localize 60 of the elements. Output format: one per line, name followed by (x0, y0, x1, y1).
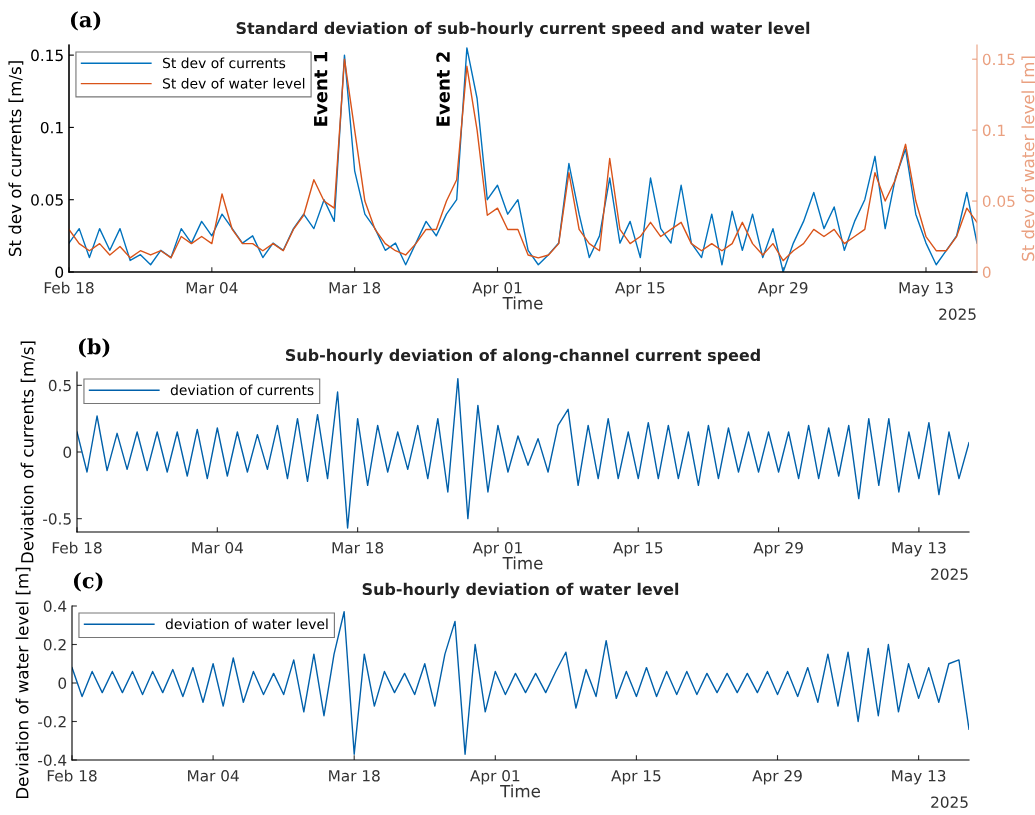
chart-title: Sub-hourly deviation of water level (362, 582, 679, 599)
x-tick-label: Apr 01 (472, 541, 522, 557)
x-tick-label: May 13 (899, 281, 953, 297)
y-axis-title: Deviation of water level [m] (15, 567, 31, 799)
y-tick-label: 0 (58, 677, 67, 690)
x-tick-label: Apr 29 (757, 281, 808, 297)
x-tick-label: Mar 18 (329, 281, 381, 294)
text: 2025 (939, 308, 976, 320)
x-tick-label: May 13 (892, 769, 946, 785)
x-tick-label: Feb 18 (52, 541, 102, 554)
y2-tick-label: 0 (982, 266, 991, 279)
y-tick-label: 0.05 (31, 194, 63, 206)
x-tick-label: Feb 18 (47, 769, 97, 782)
y-tick-label: 0.1 (40, 121, 63, 134)
legend-label: St dev of currents (162, 57, 286, 69)
y2-tick-label: 0.1 (982, 124, 1005, 137)
x-tick-label: Mar 04 (186, 281, 238, 294)
chart-title: Standard deviation of sub-hourly current speed and water level (236, 21, 810, 38)
y-tick-label: 0.4 (43, 600, 67, 613)
y-tick-label: -0.2 (38, 715, 66, 728)
annotation: Event 2 (436, 52, 450, 126)
x-tick-label: Mar 04 (188, 769, 239, 782)
text: (a) (70, 11, 101, 31)
x-axis-title: Time (500, 784, 540, 798)
y-tick-label: 0 (63, 446, 72, 459)
x-tick-label: Apr 01 (472, 281, 522, 297)
x-axis-title: Time (502, 296, 543, 310)
legend-label: deviation of currents (170, 384, 314, 396)
y-tick-label: 0 (55, 266, 64, 279)
chart-title: Sub-hourly deviation of along-channel current speed (285, 348, 760, 365)
y-tick-label: 0.5 (48, 379, 71, 392)
y-axis-title: Deviation of currents [m/s] (20, 341, 36, 563)
x-tick-label: Mar 18 (329, 769, 380, 782)
x-tick-label: Feb 18 (44, 281, 94, 294)
legend-label: deviation of water level (165, 618, 328, 630)
y2-tick-label: 0.05 (982, 195, 1015, 208)
y-tick-label: -0.5 (43, 513, 71, 525)
y-tick-label: -0.4 (38, 754, 67, 767)
x-tick-label: Apr 15 (611, 770, 661, 785)
annotation: Event 1 (314, 51, 328, 126)
y-tick-label: 0.15 (31, 49, 63, 62)
line-series (72, 611, 969, 755)
x-tick-label: Apr 15 (613, 542, 663, 557)
x-tick-label: Apr 01 (470, 769, 520, 785)
text: 2025 (931, 568, 968, 580)
text: (b) (78, 338, 110, 358)
x-axis-title: Time (502, 556, 543, 570)
text: 2025 (931, 796, 968, 808)
x-tick-label: Apr 29 (753, 541, 803, 557)
y2-tick-label: 0.15 (982, 53, 1015, 66)
x-tick-label: Apr 29 (752, 769, 802, 785)
x-tick-label: Mar 18 (332, 541, 384, 554)
text: (c) (73, 572, 103, 592)
y-tick-label: 0.2 (43, 638, 66, 651)
legend-label: St dev of water level (162, 77, 305, 89)
x-tick-label: Mar 04 (192, 541, 244, 554)
x-tick-label: May 13 (892, 541, 946, 557)
y-axis-title: St dev of currents [m/s] (8, 61, 24, 257)
x-tick-label: Apr 15 (615, 282, 665, 297)
line-series (77, 377, 969, 529)
